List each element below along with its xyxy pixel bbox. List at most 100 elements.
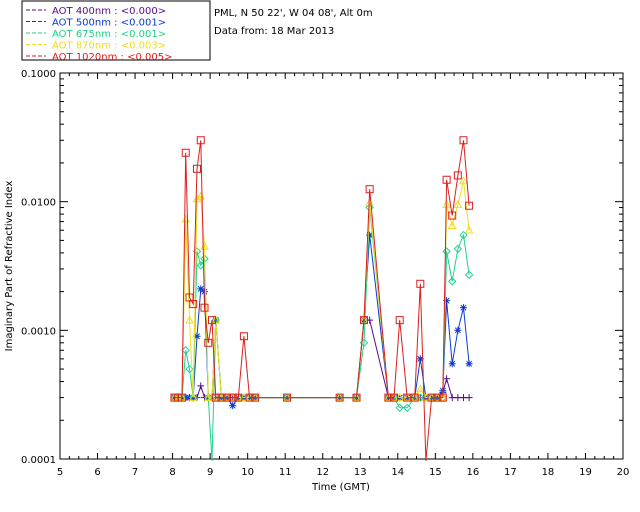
data-point-square [245, 393, 254, 402]
data-point-plus [197, 382, 205, 390]
data-point-square [217, 393, 226, 402]
series-line [174, 180, 470, 399]
data-point-square [211, 393, 220, 402]
data-point-square [177, 393, 186, 402]
data-point-square [384, 393, 393, 402]
data-point-square [283, 393, 292, 402]
legend-box [21, 0, 211, 61]
data-point-square [181, 148, 190, 157]
data-point-square [352, 393, 361, 402]
legend-label: AOT 870nm : <0.003> [52, 41, 166, 52]
y-axis: 0.0001 0.0010 0.0100 0.1000 [21, 69, 623, 466]
data-point-star [465, 360, 473, 368]
x-tick-label: 20 [617, 467, 630, 478]
x-tick-label: 14 [391, 467, 404, 478]
y-tick-label: 0.0010 [21, 326, 56, 337]
data-point-star [454, 326, 462, 334]
data-point-diamond [189, 393, 198, 402]
data-point-star [366, 231, 374, 239]
y-tick-label: 0.1000 [21, 69, 56, 80]
x-axis: 5 6 7 8 9 10 11 12 13 14 15 16 17 18 19 20 [57, 73, 630, 478]
x-tick-label: 19 [579, 467, 592, 478]
data-date: Data from: 18 Mar 2013 [214, 26, 334, 37]
data-point-triangle [459, 176, 468, 185]
data-point-diamond [459, 230, 468, 240]
x-tick-label: 18 [542, 467, 555, 478]
legend: AOT 400nm : <0.000>AOT 500nm : <0.001>AO… [21, 0, 211, 63]
data-point-square [403, 393, 412, 402]
x-tick-label: 15 [429, 467, 442, 478]
data-point-square [433, 393, 442, 402]
data-point-square [200, 303, 209, 312]
data-point-plus [443, 375, 451, 383]
data-point-square [360, 316, 369, 325]
legend-label: AOT 675nm : <0.001> [52, 29, 166, 40]
data-point-square [395, 316, 404, 325]
data-point-square [453, 171, 462, 180]
x-tick-label: 10 [241, 467, 254, 478]
data-point-triangle [185, 315, 194, 324]
series-4 [170, 136, 474, 462]
data-point-star [197, 285, 205, 293]
legend-label: AOT 1020nm : <0.005> [52, 52, 172, 63]
data-point-square [410, 393, 419, 402]
legend-label: AOT 400nm : <0.000> [52, 6, 166, 17]
data-point-square [234, 393, 243, 402]
data-point-diamond [448, 277, 457, 286]
y-tick-label: 0.0100 [21, 198, 56, 209]
x-tick-label: 9 [207, 467, 213, 478]
data-point-triangle [464, 225, 474, 234]
x-tick-label: 16 [466, 467, 479, 478]
data-point-triangle [447, 221, 457, 230]
data-point-triangle [188, 393, 198, 401]
data-point-plus [465, 394, 473, 402]
y-axis-label: Imaginary Part of Refractive Index [4, 181, 15, 352]
data-point-square [416, 279, 425, 288]
data-point-square [442, 175, 451, 184]
data-point-square [223, 393, 232, 402]
station-info: PML, N 50 22', W 04 08', Alt 0m [214, 8, 373, 19]
data-point-square [427, 393, 436, 402]
data-point-star [416, 355, 424, 363]
x-tick-label: 12 [316, 467, 329, 478]
x-tick-label: 17 [504, 467, 517, 478]
x-axis-label: Time (GMT) [311, 482, 370, 493]
data-point-triangle [453, 200, 463, 208]
data-point-star [448, 360, 456, 368]
series-3 [170, 176, 474, 401]
data-point-square [239, 332, 248, 341]
data-point-square [365, 185, 374, 194]
data-point-square [438, 393, 447, 402]
data-point-diamond [402, 403, 412, 413]
data-point-diamond [453, 244, 463, 254]
data-point-square [204, 338, 213, 347]
data-point-square [196, 136, 205, 145]
data-point-square [208, 316, 217, 325]
y-tick-label: 0.0001 [21, 455, 56, 466]
data-point-diamond [395, 403, 404, 413]
legend-label: AOT 500nm : <0.001> [52, 18, 166, 29]
data-point-star [229, 402, 237, 410]
data-point-square [189, 300, 198, 309]
x-tick-label: 6 [94, 467, 100, 478]
data-point-square [459, 136, 468, 145]
legend-entries: AOT 400nm : <0.000>AOT 500nm : <0.001>AO… [26, 6, 172, 63]
data-point-square [390, 393, 399, 402]
data-point-diamond [464, 270, 474, 280]
data-point-square [228, 393, 237, 402]
data-point-square [335, 393, 344, 402]
data-point-star [193, 332, 201, 340]
data-point-star [443, 297, 451, 305]
data-point-star [459, 304, 467, 312]
data-point-square [251, 393, 260, 402]
data-point-square [465, 201, 474, 210]
x-tick-label: 13 [354, 467, 367, 478]
series-line [174, 140, 470, 462]
data-point-square [448, 211, 457, 220]
data-point-triangle [192, 194, 202, 203]
data-point-diamond [442, 247, 451, 256]
x-tick-label: 7 [132, 467, 138, 478]
data-point-triangle [415, 384, 425, 393]
data-point-triangle [365, 198, 374, 207]
